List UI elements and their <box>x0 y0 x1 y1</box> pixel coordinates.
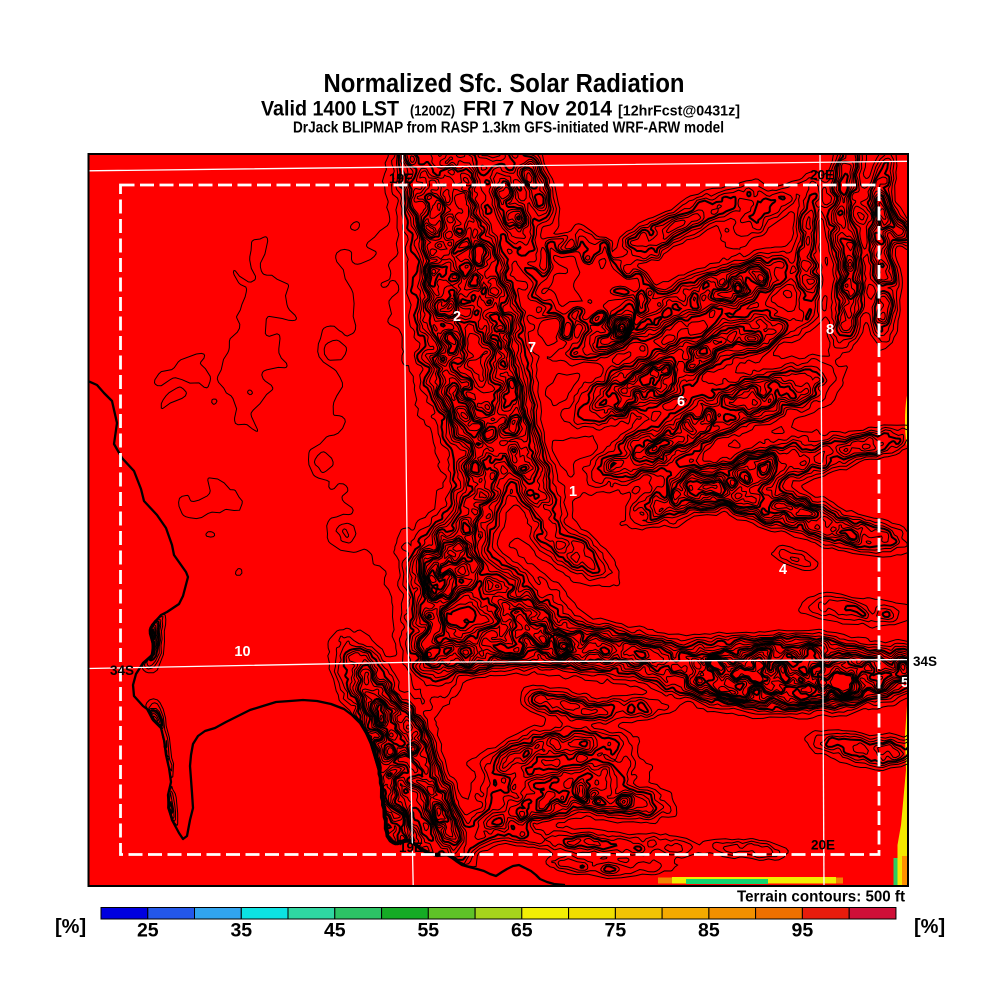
svg-text:4: 4 <box>779 562 787 578</box>
svg-text:5: 5 <box>901 675 909 691</box>
svg-text:[%]: [%] <box>914 916 945 938</box>
svg-text:19E: 19E <box>399 840 423 855</box>
svg-text:FRI 7 Nov 2014: FRI 7 Nov 2014 <box>463 98 612 121</box>
svg-text:25: 25 <box>137 920 159 942</box>
svg-text:85: 85 <box>698 920 720 942</box>
svg-text:75: 75 <box>605 920 627 942</box>
svg-text:6: 6 <box>677 394 685 410</box>
svg-text:20E: 20E <box>810 168 834 183</box>
svg-text:19E: 19E <box>389 171 413 186</box>
svg-text:20E: 20E <box>811 838 835 853</box>
svg-text:55: 55 <box>417 920 439 942</box>
svg-text:95: 95 <box>792 920 814 942</box>
svg-text:35: 35 <box>230 920 252 942</box>
svg-text:45: 45 <box>324 920 346 942</box>
svg-text:34S: 34S <box>913 654 937 669</box>
svg-text:Terrain contours: 500 ft: Terrain contours: 500 ft <box>737 889 905 906</box>
svg-text:2: 2 <box>453 309 461 325</box>
svg-text:65: 65 <box>511 920 533 942</box>
svg-text:Valid 1400 LST: Valid 1400 LST <box>261 98 399 121</box>
svg-text:[%]: [%] <box>55 916 86 938</box>
svg-text:1: 1 <box>569 484 577 500</box>
svg-text:8: 8 <box>826 322 834 338</box>
svg-text:10: 10 <box>234 644 250 660</box>
svg-text:34S: 34S <box>110 663 134 678</box>
svg-text:(1200Z): (1200Z) <box>410 104 455 120</box>
svg-text:[12hrFcst@0431z]: [12hrFcst@0431z] <box>618 104 740 120</box>
svg-text:DrJack BLIPMAP from RASP 1.3km: DrJack BLIPMAP from RASP 1.3km GFS-initi… <box>293 120 724 137</box>
svg-text:Normalized Sfc. Solar Radiatio: Normalized Sfc. Solar Radiation <box>324 70 685 98</box>
svg-text:7: 7 <box>528 340 536 356</box>
